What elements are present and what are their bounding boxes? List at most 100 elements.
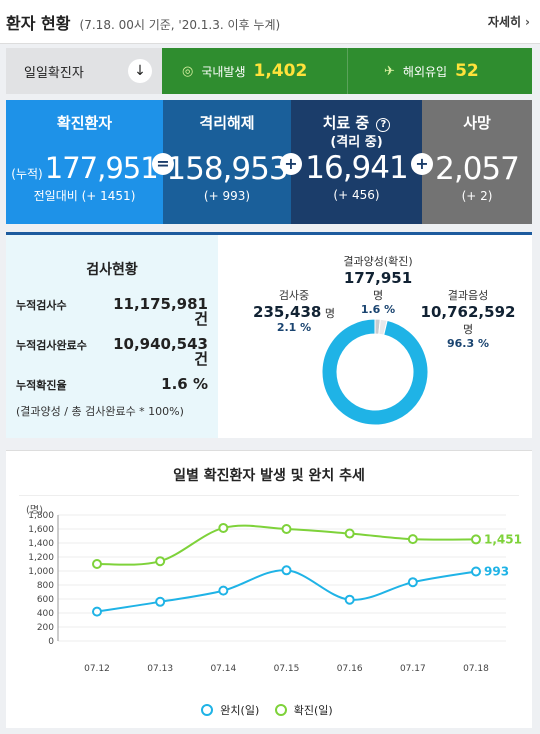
legend-marker-icon <box>274 704 287 716</box>
overseas-label: 해외유입 <box>402 64 448 79</box>
confirmed-value-line: (누적)177,951 <box>6 151 163 185</box>
test-row: 누적확진율 1.6 % <box>16 377 208 393</box>
legend-item[interactable]: 확진(일) <box>274 704 337 717</box>
test-row: 누적검사완료수 10,940,543 건 <box>16 337 208 367</box>
test-row: 누적검사수 11,175,981 건 <box>16 297 208 327</box>
stat-confirmed: 확진환자 (누적)177,951 전일대비 (+ 1451) <box>6 100 163 224</box>
x-tick-label: 07.15 <box>274 664 300 674</box>
y-tick-label: 1,600 <box>28 525 54 535</box>
confirmed-title: 확진환자 <box>56 114 113 132</box>
overseas-value: 52 <box>455 61 479 81</box>
treatment-value: 16,941 <box>305 150 408 186</box>
test-status-panel: 검사현황 누적검사수 11,175,981 건 누적검사완료수 10,940,54… <box>6 232 532 438</box>
test-row-label: 누적검사완료수 <box>16 339 87 352</box>
deaths-delta: (+ 2) <box>461 189 493 203</box>
arrow-down-icon: ↓ <box>128 59 152 83</box>
airplane-icon: ✈ <box>384 63 395 79</box>
y-tick-label: 1,800 <box>28 511 54 521</box>
test-row-value: 11,175,981 건 <box>113 295 208 328</box>
line-chart: (명)1,800 1,600 1,400 1,200 1,000 800 600 400 200… <box>26 505 522 674</box>
domestic-value: 1,402 <box>253 61 308 81</box>
stat-deaths: 사망 2,057 (+ 2) <box>422 100 532 224</box>
data-point <box>92 559 102 569</box>
x-tick-label: 07.14 <box>210 664 236 674</box>
header-bar: 환자 현황 (7.18. 00시 기준, '20.1.3. 이후 누계) 자세히 <box>0 0 540 44</box>
donut-chart <box>321 318 429 426</box>
test-row-label: 누적확진율 <box>16 379 67 392</box>
released-delta: (+ 993) <box>203 189 251 203</box>
plus-icon: + <box>280 153 302 175</box>
equals-icon: = <box>152 153 174 175</box>
daily-label: 일일확진자 <box>24 65 84 81</box>
x-tick-label: 07.18 <box>463 664 489 674</box>
series-line <box>96 569 477 613</box>
deaths-value: 2,057 <box>435 151 520 187</box>
testing-label: 검사중 235,438 명 2.1 % <box>253 289 335 334</box>
series-end-label: 993 <box>484 564 509 578</box>
test-row-label: 누적검사수 <box>16 299 67 312</box>
test-note: (결과양성 / 총 검사완료수 * 100%) <box>16 405 184 418</box>
test-summary: 검사현황 누적검사수 11,175,981 건 누적검사완료수 10,940,54… <box>6 235 218 438</box>
overseas-cell: ✈ 해외유입 52 <box>348 48 532 94</box>
data-point <box>407 577 418 588</box>
y-tick-label: 1,200 <box>28 553 54 563</box>
test-row-value: 10,940,543 건 <box>113 335 208 368</box>
x-tick-label: 07.13 <box>147 664 173 674</box>
title-text: 환자 현황 <box>6 13 71 33</box>
data-point <box>218 585 229 596</box>
stats-row: 확진환자 (누적)177,951 전일대비 (+ 1451) 격리해제 158,… <box>6 100 532 224</box>
x-tick-label: 07.16 <box>337 664 363 674</box>
confirmed-prefix: (누적) <box>11 167 43 181</box>
title-subtitle: (7.18. 00시 기준, '20.1.3. 이후 누계) <box>79 17 281 32</box>
y-tick-label: 600 <box>37 595 54 605</box>
series-end-label: 1,451 <box>484 532 522 546</box>
chart-title: 일별 확진환자 발생 및 완치 추세 <box>173 468 365 484</box>
data-point <box>281 565 292 576</box>
data-point <box>92 606 102 617</box>
confirmed-delta: 전일대비 (+ 1451) <box>33 189 136 203</box>
test-row-value: 1.6 % <box>161 375 208 393</box>
legend-item[interactable]: 완치(일) <box>201 704 263 717</box>
y-tick-label: 0 <box>48 637 54 647</box>
negative-label: 결과음성 10,762,592 명 96.3 % <box>420 289 516 350</box>
page-title: 환자 현황 (7.18. 00시 기준, '20.1.3. 이후 누계) <box>6 10 280 34</box>
data-point <box>471 534 481 545</box>
y-tick-label: 1,400 <box>28 539 54 549</box>
deaths-title: 사망 <box>463 114 491 132</box>
treatment-title-line: 치료 중 ? <box>291 112 422 133</box>
data-point <box>471 566 481 577</box>
chart-legend: 완치(일) 확진(일) <box>6 702 532 718</box>
daily-label-cell: 일일확진자 ↓ <box>6 48 162 94</box>
data-point <box>218 522 229 533</box>
data-point <box>155 596 166 607</box>
data-point <box>281 524 292 534</box>
domestic-label: 국내발생 <box>201 64 246 79</box>
plus-icon: + <box>411 153 433 175</box>
data-point <box>344 528 355 539</box>
more-link[interactable]: 자세히 <box>488 13 530 30</box>
trend-chart-panel: 일별 확진환자 발생 및 완치 추세 (명) 1,800 1,600 1,400 1,2… <box>6 450 532 728</box>
location-pin-icon: ◎ <box>182 63 194 79</box>
daily-cases-bar: 일일확진자 ↓ ◎ 국내발생 1,402 ✈ 해외유입 52 <box>6 48 532 94</box>
treatment-title: 치료 중 <box>322 114 370 132</box>
stat-released: 격리해제 158,953 (+ 993) <box>163 100 291 224</box>
test-title: 검사현황 <box>86 262 138 278</box>
y-tick-label: 1,000 <box>28 567 54 577</box>
data-point <box>407 534 418 545</box>
treatment-subtitle: (격리 중) <box>330 135 383 150</box>
x-tick-label: 07.12 <box>84 664 110 674</box>
y-tick-label: 800 <box>37 581 54 591</box>
donut-slice-negative <box>321 318 429 426</box>
confirmed-value: 177,951 <box>44 151 159 185</box>
y-tick-label: 400 <box>37 609 54 619</box>
data-point <box>344 594 355 605</box>
released-title: 격리해제 <box>199 114 255 132</box>
positive-label: 결과양성(확진) 177,951 명 1.6 % <box>343 255 413 316</box>
donut-area: 결과양성(확진) 177,951 명 1.6 % 검사중 235,438 명 2… <box>218 235 532 438</box>
data-point <box>155 556 166 567</box>
help-icon[interactable]: ? <box>376 118 391 132</box>
legend-marker-icon <box>201 704 214 716</box>
released-value: 158,953 <box>166 151 288 187</box>
stat-treatment: 치료 중 ? (격리 중) 16,941 (+ 456) <box>291 100 422 224</box>
domestic-cell: ◎ 국내발생 1,402 <box>162 48 348 94</box>
